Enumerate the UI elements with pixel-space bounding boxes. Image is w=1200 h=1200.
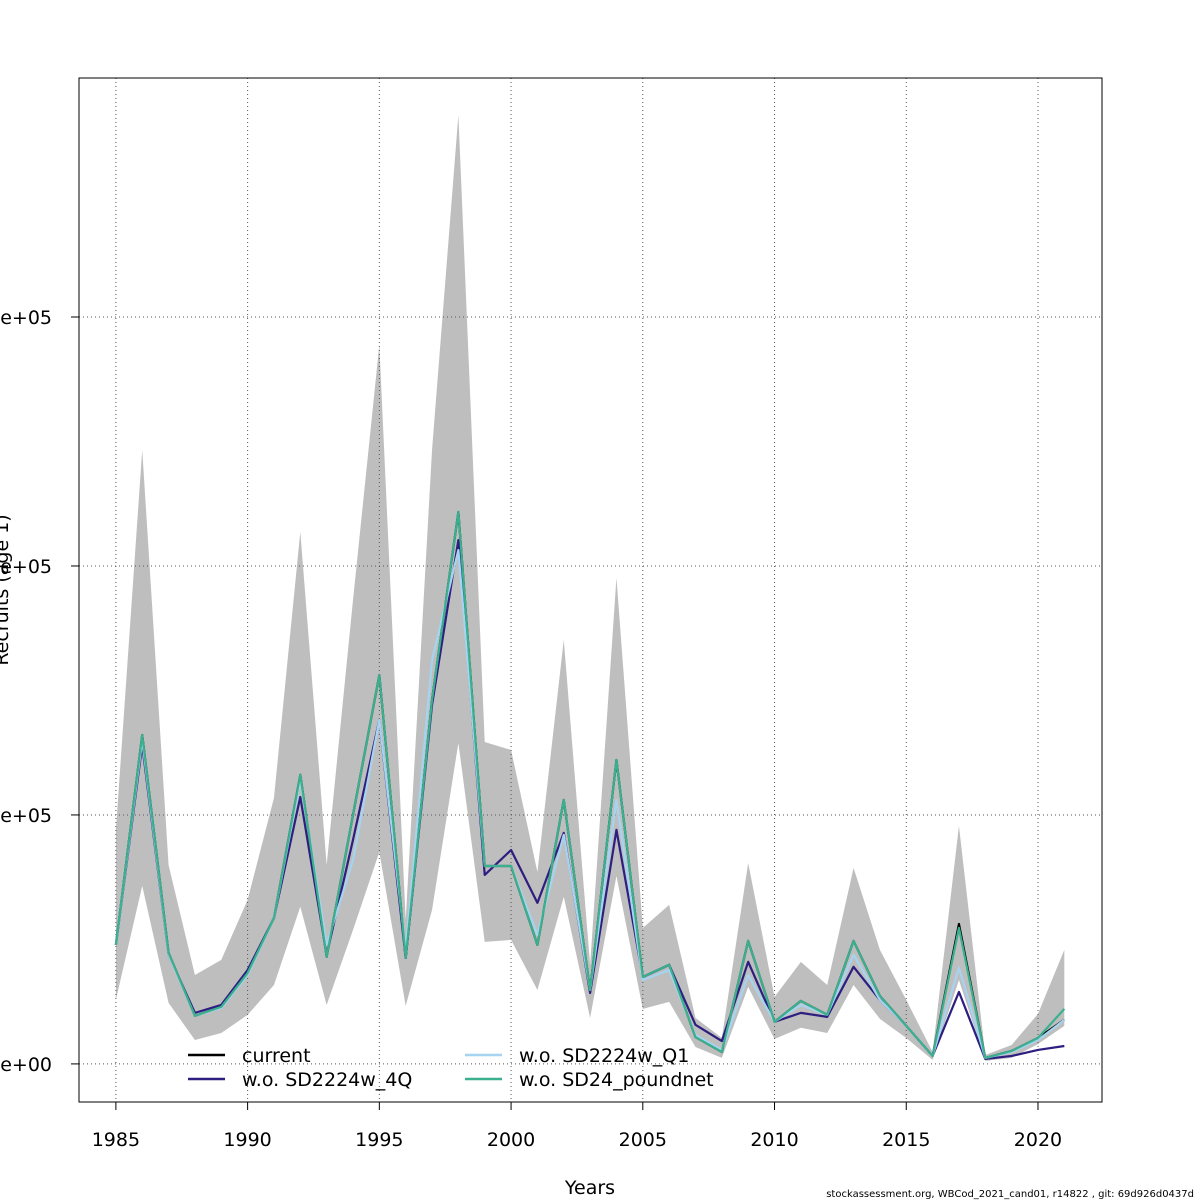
- x-axis-label: Years: [564, 1177, 615, 1199]
- legend-label: w.o. SD2224w_Q1: [519, 1045, 689, 1067]
- x-tick-label: 2015: [882, 1129, 930, 1151]
- x-tick-label: 2005: [619, 1129, 667, 1151]
- x-tick-label: 1995: [355, 1129, 403, 1151]
- plot-frame: [78, 77, 1103, 1103]
- x-tick-label: 1985: [92, 1129, 140, 1151]
- y-axis-label: Recruits (age 1): [0, 514, 13, 665]
- y-tick-label: 1e+05: [0, 805, 52, 827]
- series-line: [114, 510, 1066, 1060]
- legend-label: w.o. SD24_poundnet: [519, 1069, 714, 1091]
- y-tick-label: 0e+00: [0, 1054, 52, 1076]
- x-tick-label: 2000: [487, 1129, 535, 1151]
- y-tick-label: 3e+05: [0, 307, 52, 329]
- footnote: stockassessment.org, WBCod_2021_cand01, …: [826, 1189, 1194, 1200]
- legend-label: w.o. SD2224w_4Q: [242, 1069, 412, 1091]
- legend-label: current: [242, 1045, 311, 1067]
- x-tick-label: 2020: [1014, 1129, 1062, 1151]
- x-tick-label: 2010: [750, 1129, 798, 1151]
- x-tick-label: 1990: [223, 1129, 271, 1151]
- y-tick-label: 2e+05: [0, 556, 52, 578]
- confidence-band: [115, 115, 1065, 1061]
